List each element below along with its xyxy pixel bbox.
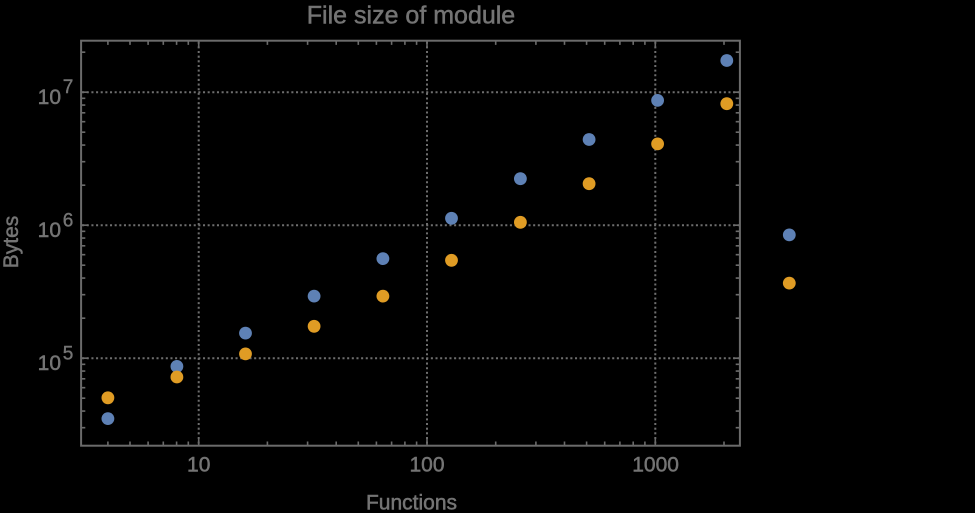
svg-text:File size of module: File size of module (307, 2, 515, 30)
svg-text:5: 5 (63, 343, 74, 364)
svg-text:100: 100 (409, 453, 444, 476)
svg-text:Functions: Functions (366, 492, 457, 513)
svg-text:10: 10 (187, 453, 210, 476)
svg-text:10: 10 (38, 86, 61, 109)
svg-text:7: 7 (63, 77, 74, 98)
svg-text:6: 6 (63, 210, 74, 231)
svg-text:10: 10 (38, 352, 61, 375)
svg-text:1000: 1000 (632, 453, 679, 476)
svg-text:10: 10 (38, 219, 61, 242)
svg-text:Bytes: Bytes (0, 216, 23, 269)
